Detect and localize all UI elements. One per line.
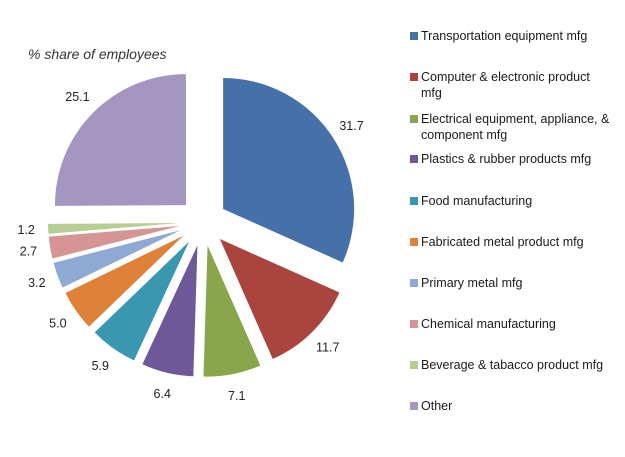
data-label: 5.0 (49, 316, 66, 330)
legend-item: Plastics & rubber products mfg (410, 151, 621, 167)
pie-slice-9 (48, 223, 180, 234)
legend-item: Transportation equipment mfg (410, 28, 621, 44)
data-label: 7.1 (228, 389, 245, 403)
legend-swatch (410, 361, 418, 369)
legend-swatch (410, 155, 418, 163)
pie-slice-4 (142, 245, 198, 377)
legend-swatch (410, 73, 418, 81)
chart-title: % share of employees (28, 46, 167, 62)
legend-item: Electrical equipment, appliance, & compo… (410, 111, 621, 143)
legend-label: Computer & electronic product mfg (421, 70, 590, 100)
data-label: 31.7 (339, 119, 363, 133)
legend-item: Primary metal mfg (410, 275, 621, 291)
pie-slice-2 (219, 239, 340, 359)
pie-slice-8 (48, 225, 180, 259)
legend-label: Primary metal mfg (421, 276, 523, 290)
pie-slice-3 (203, 245, 261, 377)
data-label: 5.9 (92, 359, 109, 373)
legend-item: Fabricated metal product mfg (410, 234, 621, 250)
legend-swatch (410, 115, 418, 123)
legend-item: Other (410, 398, 621, 414)
legend-item: Chemical manufacturing (410, 316, 621, 332)
pie-chart: 31.7 11.7 7.1 6.4 5.9 5.0 3.2 2.7 1.2 25.1 (17, 74, 364, 403)
legend-swatch (410, 402, 418, 410)
legend-swatch (410, 32, 418, 40)
legend-label: Electrical equipment, appliance, & compo… (421, 112, 610, 142)
data-label: 11.7 (316, 341, 339, 355)
data-label: 2.7 (20, 244, 37, 258)
data-label: 1.2 (17, 223, 34, 237)
legend-label: Chemical manufacturing (421, 317, 556, 331)
legend-label: Transportation equipment mfg (421, 29, 588, 43)
legend-item: Computer & electronic product mfg (410, 69, 601, 101)
data-label: 6.4 (154, 387, 171, 401)
legend-item: Food manufacturing (410, 193, 621, 209)
legend-swatch (410, 197, 418, 205)
legend-label: Food manufacturing (421, 194, 533, 208)
legend-swatch (410, 238, 418, 246)
legend-item: Beverage & tabacco product mfg (410, 357, 621, 373)
data-label: 3.2 (28, 276, 45, 290)
legend-label: Plastics & rubber products mfg (421, 152, 592, 166)
legend-swatch (410, 320, 418, 328)
data-label: 25.1 (65, 90, 89, 104)
pie-slice-6 (65, 235, 184, 327)
pie-slice-10 (54, 74, 186, 206)
legend-label: Other (421, 399, 453, 413)
legend-label: Fabricated metal product mfg (421, 235, 584, 249)
pie-slice-7 (53, 230, 181, 288)
pie-slice-1 (223, 77, 355, 263)
pie-slice-5 (94, 241, 190, 361)
legend-label: Beverage & tabacco product mfg (421, 358, 604, 372)
legend-swatch (410, 279, 418, 287)
